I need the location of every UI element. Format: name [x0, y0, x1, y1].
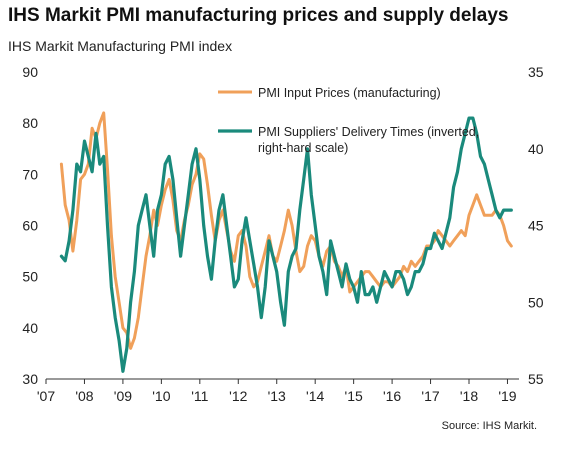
- chart-legend: PMI Input Prices (manufacturing) PMI Supp…: [218, 86, 479, 155]
- x-axis: '07 '08 '09 '10 '11 '12 '13 '14 '15 '16 '17 '18 '19: [37, 379, 517, 404]
- x-tick-label: '17: [421, 388, 439, 404]
- x-tick-label: '12: [229, 388, 247, 404]
- right-y-tick-label: 40: [528, 141, 544, 157]
- right-y-tick-label: 35: [528, 64, 544, 80]
- right-y-tick-label: 45: [528, 218, 544, 234]
- x-tick-label: '14: [306, 388, 324, 404]
- left-y-tick-label: 30: [22, 371, 38, 387]
- legend-label-delivery-times: PMI Suppliers' Delivery Times (inverted,…: [258, 125, 479, 155]
- x-tick-label: '08: [75, 388, 93, 404]
- chart-title: IHS Markit PMI manufacturing prices and …: [8, 5, 509, 26]
- left-y-tick-label: 40: [22, 320, 38, 336]
- x-tick-label: '07: [37, 388, 55, 404]
- left-y-tick-label: 70: [22, 166, 38, 182]
- x-tick-label: '09: [114, 388, 132, 404]
- chart-subtitle: IHS Markit Manufacturing PMI index: [8, 38, 233, 54]
- delivery-times-line: [59, 116, 513, 373]
- source-note: Source: IHS Markit.: [441, 420, 537, 432]
- right-y-tick-label: 50: [528, 294, 544, 310]
- left-y-axis: 90 80 70 60 50 40 30: [22, 64, 38, 387]
- left-y-tick-label: 90: [22, 64, 38, 80]
- legend-label-input-prices: PMI Input Prices (manufacturing): [258, 86, 441, 100]
- right-y-tick-label: 55: [528, 371, 544, 387]
- x-tick-label: '19: [498, 388, 516, 404]
- left-y-tick-label: 80: [22, 115, 38, 131]
- right-y-axis: 35 40 45 50 55: [528, 64, 544, 387]
- x-tick-label: '16: [383, 388, 401, 404]
- x-tick-label: '13: [268, 388, 286, 404]
- left-y-tick-label: 60: [22, 218, 38, 234]
- x-tick-label: '10: [152, 388, 170, 404]
- left-y-tick-label: 50: [22, 269, 38, 285]
- x-tick-label: '11: [191, 388, 208, 404]
- series-layer: [59, 111, 513, 373]
- x-tick-label: '18: [460, 388, 478, 404]
- x-tick-label: '15: [345, 388, 363, 404]
